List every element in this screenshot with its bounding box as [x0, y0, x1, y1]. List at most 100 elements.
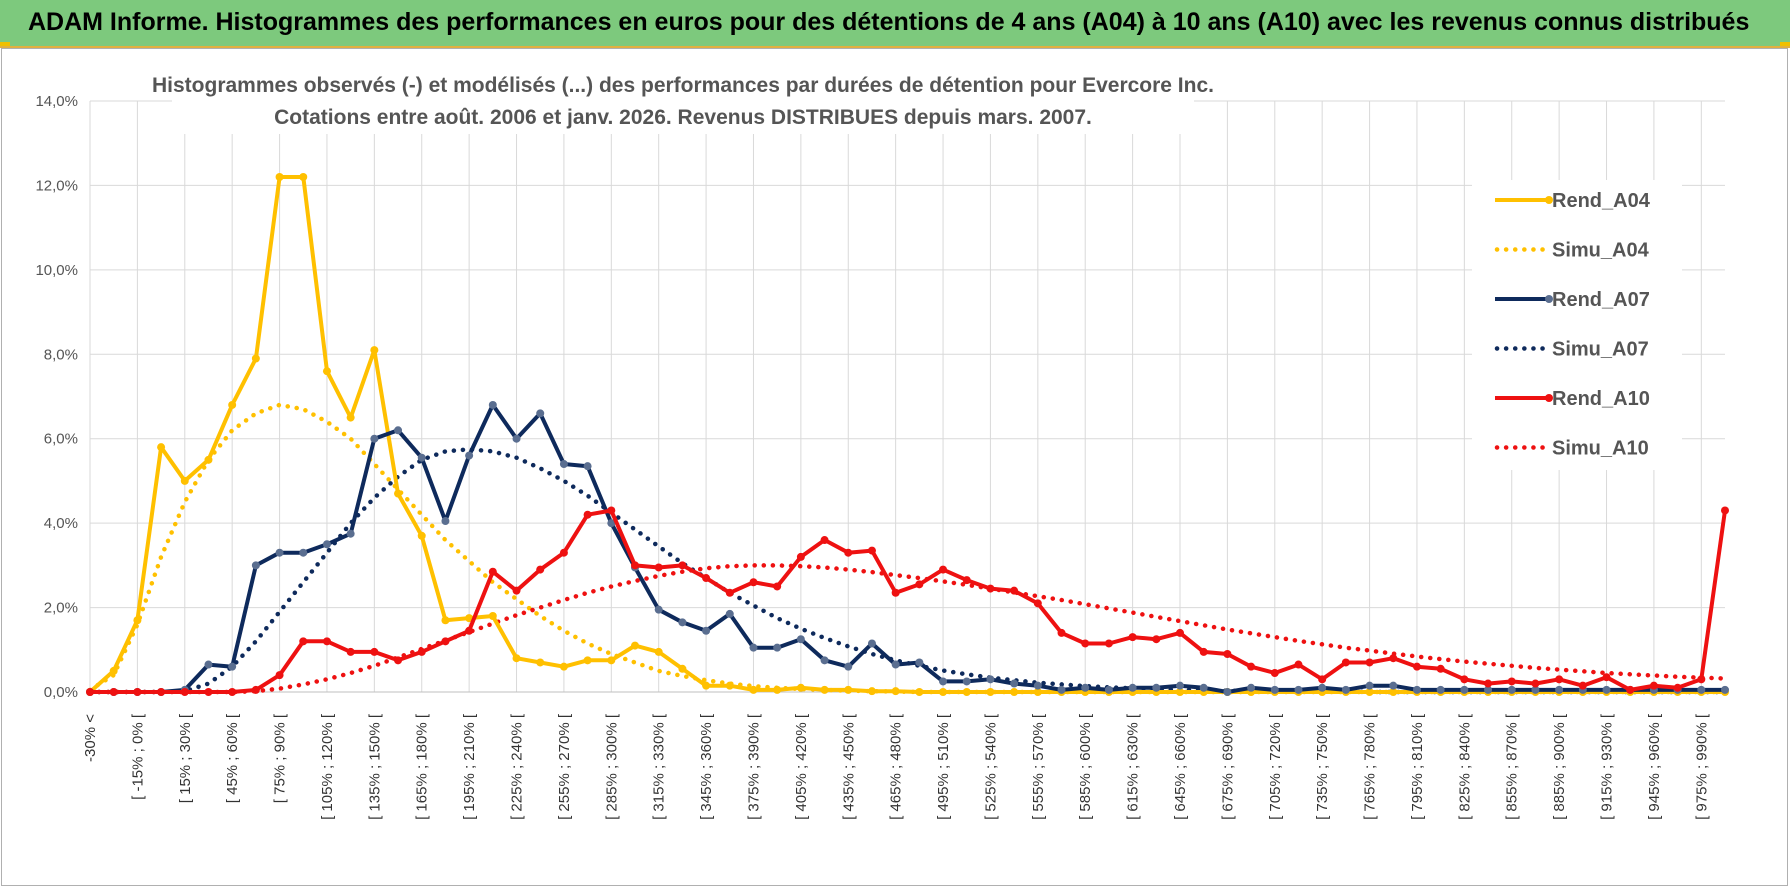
data-point [1318, 683, 1327, 692]
data-point [1389, 681, 1398, 690]
title-background [172, 64, 1194, 134]
data-point [109, 688, 118, 696]
y-axis: 0,0% 2,0% 4,0% 6,0% 8,0% 10,0% 12,0% 14,0% [35, 93, 78, 701]
data-point [322, 637, 331, 646]
data-point [1341, 658, 1350, 667]
data-point [559, 662, 568, 671]
data-point [939, 677, 948, 686]
x-tick-label: [ 945% ; 960% [ [1646, 713, 1663, 820]
data-point [796, 635, 805, 644]
x-tick-label: [ 285% ; 300% [ [603, 713, 620, 820]
data-point [631, 641, 639, 650]
data-point [133, 616, 142, 625]
series-line-Rend_A07 [90, 402, 1725, 694]
data-point [346, 529, 355, 538]
data-point [583, 510, 592, 519]
data-point [109, 666, 118, 675]
data-point [133, 688, 142, 696]
chart-title-line1: Histogrammes observés (-) et modélisés (… [152, 74, 1214, 97]
chart-title-line2: Cotations entre août. 2006 et janv. 2026… [274, 106, 1092, 129]
data-point [228, 662, 237, 671]
data-point [1152, 635, 1161, 644]
data-point [1460, 685, 1469, 694]
data-point [275, 172, 284, 181]
x-tick-label: [ 885% ; 900% [ [1551, 713, 1568, 820]
data-point [1721, 506, 1729, 515]
data-point [1436, 685, 1445, 694]
data-point [1555, 685, 1564, 694]
series-Simu_A04 [87, 402, 1728, 695]
data-point [749, 643, 758, 652]
data-point [844, 662, 853, 671]
x-tick-label: [ 345% ; 360% [ [698, 713, 715, 820]
chart-frame [1, 48, 1788, 886]
data-point [844, 548, 853, 557]
data-point [962, 576, 971, 585]
legend-item-Rend_A10: Rend_A10 [1495, 388, 1650, 410]
data-point [607, 656, 616, 665]
x-tick-label: [ 705% ; 720% [ [1267, 713, 1284, 820]
data-point [796, 552, 805, 561]
data-point [394, 489, 403, 498]
data-point [1270, 669, 1279, 678]
data-point [1176, 688, 1184, 696]
data-point [180, 476, 189, 485]
y-tick-label: 6,0% [44, 431, 78, 448]
data-point [559, 460, 568, 469]
data-point [1223, 650, 1232, 659]
data-point [773, 643, 782, 652]
data-point [1033, 688, 1042, 696]
data-point [1555, 675, 1564, 684]
legend-marker [1545, 295, 1553, 303]
series-Simu_A07 [87, 447, 1728, 695]
x-axis: -30% < [ -15% ; 0% [[ 15% ; 30% [[ 45% ; … [82, 713, 1710, 820]
data-point [678, 618, 687, 627]
y-tick-label: 8,0% [44, 346, 78, 363]
data-point [1626, 685, 1635, 694]
x-tick-label: -30% < [82, 714, 99, 762]
data-point [1602, 685, 1611, 694]
data-point [512, 586, 521, 595]
data-point [1128, 633, 1137, 642]
data-point [299, 637, 308, 646]
data-point [1365, 681, 1374, 690]
x-tick-label: [ 75% ; 90% [ [272, 713, 289, 803]
data-point [725, 609, 734, 618]
data-point [1507, 685, 1516, 694]
data-point [702, 626, 711, 635]
data-point [1412, 685, 1421, 694]
data-point [939, 565, 948, 574]
data-point [86, 688, 94, 696]
x-tick-label: [ 975% ; 990% [ [1693, 713, 1710, 820]
data-point [322, 367, 331, 376]
data-point [512, 434, 521, 443]
data-point [986, 584, 995, 593]
data-point [631, 561, 639, 570]
data-point [1057, 685, 1066, 694]
data-point [915, 688, 924, 696]
data-point [1673, 683, 1682, 692]
x-tick-label: [ 915% ; 930% [ [1599, 713, 1616, 820]
data-point [1223, 688, 1232, 696]
x-tick-label: [ 795% ; 810% [ [1409, 713, 1426, 820]
x-tick-label: [ 765% ; 780% [ [1362, 713, 1379, 820]
data-point [559, 548, 568, 557]
data-point [251, 685, 260, 694]
data-point [1199, 683, 1208, 692]
data-point [1033, 599, 1042, 608]
data-point [465, 451, 474, 460]
x-tick-label: [ 855% ; 870% [ [1504, 713, 1521, 820]
legend-item-Simu_A07: Simu_A07 [1494, 339, 1649, 361]
data-point [1294, 685, 1303, 694]
data-point [1389, 688, 1398, 696]
data-point [915, 658, 924, 667]
x-tick-label: [ 495% ; 510% [ [935, 713, 952, 820]
data-point [1531, 679, 1540, 688]
data-point [417, 453, 426, 462]
data-point [1294, 660, 1303, 669]
series-line-Rend_A04 [88, 175, 1725, 694]
data-point [1010, 679, 1019, 688]
data-point [820, 685, 829, 694]
data-point [346, 413, 355, 422]
data-point [654, 647, 663, 656]
